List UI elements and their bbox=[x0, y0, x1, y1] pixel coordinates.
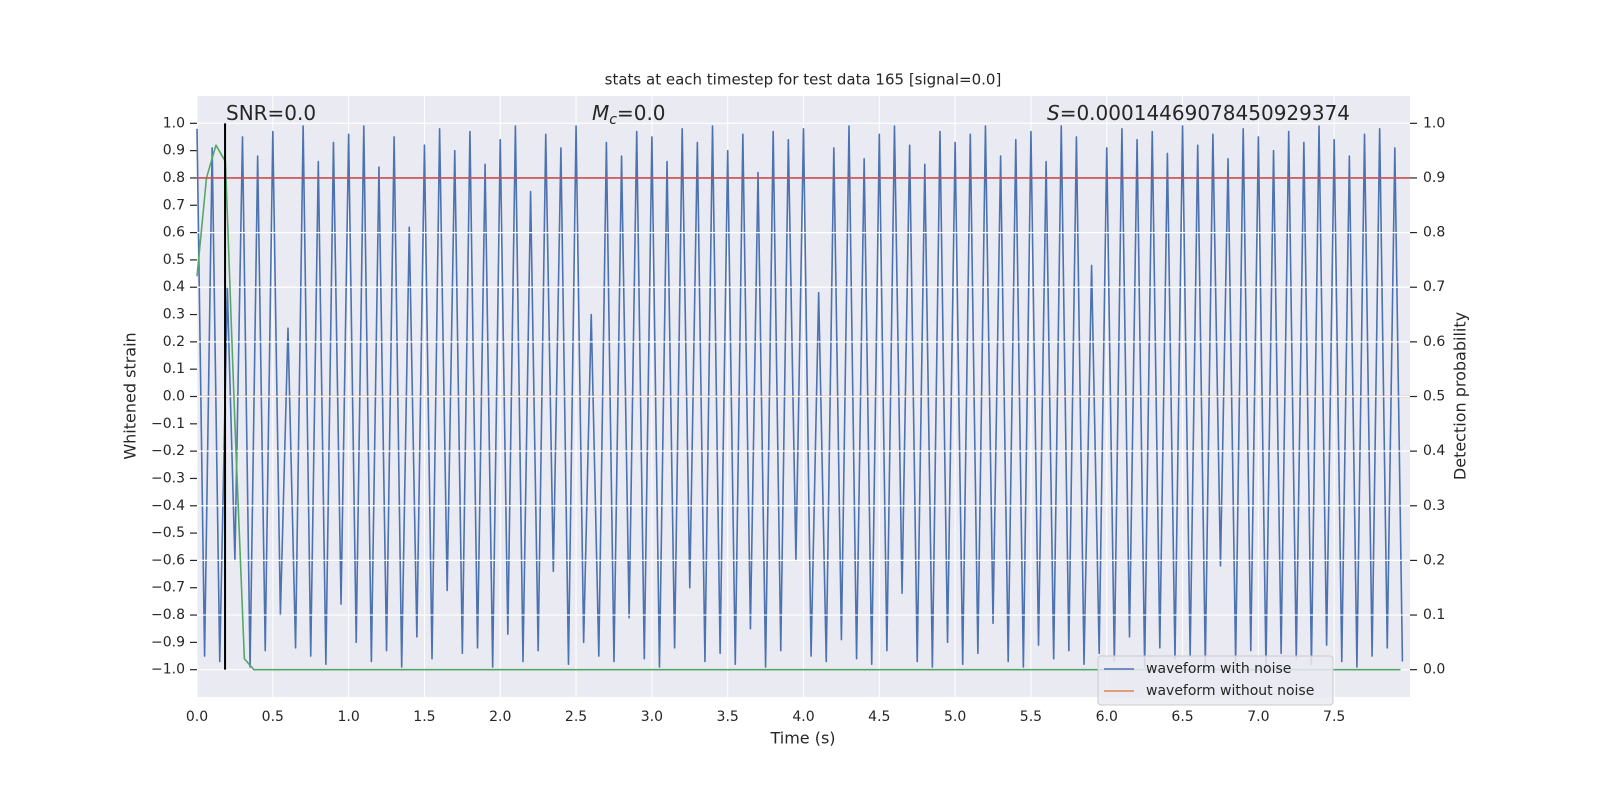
x-tick-label: 6.0 bbox=[1096, 709, 1118, 725]
x-tick-label: 4.0 bbox=[792, 709, 814, 725]
y-tick-label: −0.2 bbox=[151, 443, 185, 459]
y-tick-label: −0.8 bbox=[151, 607, 185, 623]
y-tick-label: −0.9 bbox=[151, 634, 185, 650]
data-line bbox=[196, 144, 1401, 671]
y-tick-label: 0.9 bbox=[163, 143, 185, 159]
annotation: Mc=0.0 bbox=[592, 101, 666, 129]
y-tick-label: −0.3 bbox=[151, 470, 185, 486]
y-tick-label: 0.5 bbox=[163, 252, 185, 268]
x-tick-label: 5.5 bbox=[1020, 709, 1042, 725]
x-tick-label: 0.5 bbox=[262, 709, 284, 725]
y2-tick-label: 0.4 bbox=[1423, 443, 1445, 459]
x-tick-label: 3.0 bbox=[641, 709, 663, 725]
y-tick-label: 1.0 bbox=[163, 115, 185, 131]
data-line bbox=[196, 125, 1404, 668]
annotation-symbol: S bbox=[1047, 101, 1060, 125]
y2-tick-label: 0.2 bbox=[1423, 552, 1445, 568]
y-tick-label: −1.0 bbox=[151, 662, 185, 678]
y2-tick-label: 0.8 bbox=[1423, 225, 1445, 241]
annotation: S=0.00014469078450929374 bbox=[1047, 101, 1350, 125]
y2-tick-label: 0.1 bbox=[1423, 607, 1445, 623]
annotation-text: =0.00014469078450929374 bbox=[1060, 101, 1350, 125]
x-tick-label: 4.5 bbox=[868, 709, 890, 725]
y-tick-label: 0.0 bbox=[163, 389, 185, 405]
y-tick-label: −0.4 bbox=[151, 498, 185, 514]
y-tick-label: 0.1 bbox=[163, 361, 185, 377]
annotation-text: =0.0 bbox=[617, 101, 666, 125]
y-tick-label: 0.4 bbox=[163, 279, 185, 295]
y-tick-label: −0.1 bbox=[151, 416, 185, 432]
y-tick-label: 0.6 bbox=[163, 225, 185, 241]
x-tick-label: 0.0 bbox=[186, 709, 208, 725]
legend-box bbox=[1097, 655, 1334, 706]
x-tick-label: 2.5 bbox=[565, 709, 587, 725]
y-tick-label: 0.7 bbox=[163, 197, 185, 213]
y2-tick-label: 0.9 bbox=[1423, 170, 1445, 186]
y-tick-label: 0.3 bbox=[163, 307, 185, 323]
y-tick-label: −0.5 bbox=[151, 525, 185, 541]
y2-tick-label: 1.0 bbox=[1423, 115, 1445, 131]
x-axis-label: Time (s) bbox=[769, 729, 835, 748]
annotation-subscript: c bbox=[609, 112, 617, 128]
legend-label: waveform with noise bbox=[1146, 661, 1291, 677]
y-tick-label: −0.6 bbox=[151, 552, 185, 568]
chart-title: stats at each timestep for test data 165… bbox=[605, 71, 1002, 89]
y2-tick-label: 0.7 bbox=[1423, 279, 1445, 295]
annotation-symbol: M bbox=[592, 101, 609, 125]
x-tick-label: 2.0 bbox=[489, 709, 511, 725]
annotation: SNR=0.0 bbox=[226, 101, 316, 125]
y2-tick-label: 0.3 bbox=[1423, 498, 1445, 514]
y2-tick-label: 0.0 bbox=[1423, 662, 1445, 678]
x-tick-label: 1.5 bbox=[413, 709, 435, 725]
x-tick-label: 7.0 bbox=[1247, 709, 1269, 725]
y-tick-label: 0.2 bbox=[163, 334, 185, 350]
x-tick-label: 7.5 bbox=[1323, 709, 1345, 725]
legend-label: waveform without noise bbox=[1146, 683, 1314, 699]
y2-axis-label: Detection probability bbox=[1451, 312, 1470, 480]
y-tick-label: −0.7 bbox=[151, 580, 185, 596]
annotation-text: SNR=0.0 bbox=[226, 101, 316, 125]
y-axis-label: Whitened strain bbox=[121, 332, 140, 459]
x-tick-label: 5.0 bbox=[944, 709, 966, 725]
x-tick-label: 1.0 bbox=[337, 709, 359, 725]
y2-tick-label: 0.5 bbox=[1423, 389, 1445, 405]
y2-tick-label: 0.6 bbox=[1423, 334, 1445, 350]
y-tick-label: 0.8 bbox=[163, 170, 185, 186]
x-tick-label: 6.5 bbox=[1171, 709, 1193, 725]
x-tick-label: 3.5 bbox=[717, 709, 739, 725]
